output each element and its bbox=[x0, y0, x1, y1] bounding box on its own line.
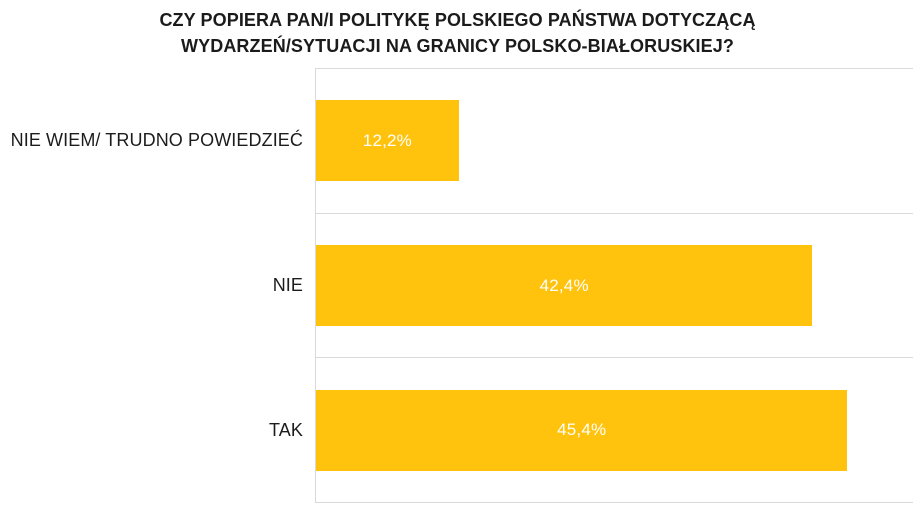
chart-title-line-1: CZY POPIERA PAN/I POLITYKĘ POLSKIEGO PAŃ… bbox=[159, 10, 756, 30]
bar-value-label: 45,4% bbox=[557, 420, 607, 440]
category-band: 12,2% bbox=[316, 69, 913, 214]
chart-title-line-2: WYDARZEŃ/SYTUACJI NA GRANICY POLSKO-BIAŁ… bbox=[181, 36, 734, 56]
bar-nie: 42,4% bbox=[316, 245, 813, 326]
bar-tak: 45,4% bbox=[316, 389, 848, 471]
bar-value-label: 42,4% bbox=[539, 275, 589, 295]
category-axis: NIE WIEM/ TRUDNO POWIEDZIEĆ NIE TAK bbox=[0, 68, 303, 503]
category-band: 45,4% bbox=[316, 358, 913, 504]
category-label-nie: NIE bbox=[272, 275, 303, 295]
chart-title: CZY POPIERA PAN/I POLITYKĘ POLSKIEGO PAŃ… bbox=[0, 7, 915, 59]
category-label-tak: TAK bbox=[269, 420, 303, 440]
plot-area: 12,2% 42,4% 45,4% bbox=[315, 68, 913, 504]
bar-nie-wiem: 12,2% bbox=[316, 100, 459, 182]
bar-value-label: 12,2% bbox=[362, 130, 412, 150]
category-band: 42,4% bbox=[316, 214, 913, 359]
category-label-nie-wiem: NIE WIEM/ TRUDNO POWIEDZIEĆ bbox=[10, 130, 303, 150]
